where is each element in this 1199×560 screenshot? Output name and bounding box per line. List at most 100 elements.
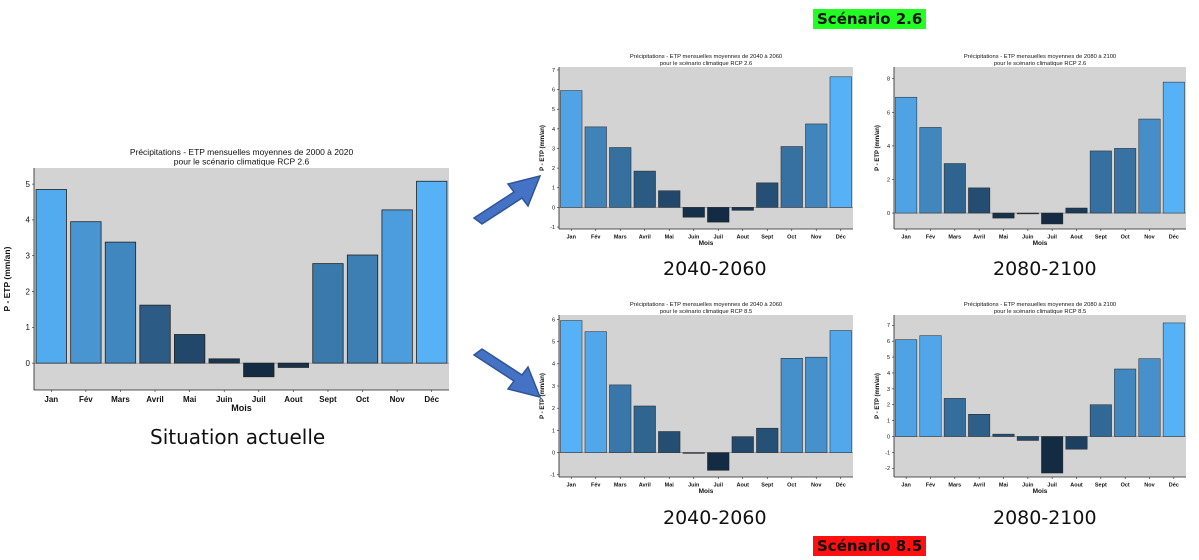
bar-Déc bbox=[416, 180, 448, 364]
bar-Mars bbox=[609, 384, 632, 453]
x-axis-title: Mois bbox=[1033, 488, 1048, 495]
caption-rcp26-2080: 2080-2100 bbox=[993, 258, 1097, 280]
x-tick-label: Jan bbox=[901, 235, 911, 241]
bar-Avril bbox=[633, 405, 656, 453]
bar-Oct bbox=[1114, 148, 1137, 214]
x-axis-title: Mois bbox=[1033, 240, 1048, 247]
y-tick-label: 5 bbox=[26, 180, 31, 189]
bar-Juil bbox=[707, 452, 730, 471]
bar-Mai bbox=[658, 190, 681, 208]
bar-Mars bbox=[609, 147, 632, 208]
chart-svg: Précipitations - ETP mensuelles moyennes… bbox=[875, 302, 1186, 495]
y-tick-label: 4 bbox=[26, 216, 31, 225]
x-tick-label: Juin bbox=[1022, 483, 1034, 489]
chart-rcp85-2040: Précipitations - ETP mensuelles moyennes… bbox=[537, 300, 857, 496]
bar-Aout bbox=[731, 207, 754, 211]
x-tick-label: Juin bbox=[688, 483, 700, 489]
x-tick-label: Sept bbox=[319, 395, 337, 404]
bar-Avril bbox=[139, 304, 171, 364]
x-tick-label: Aout bbox=[284, 395, 303, 404]
bar-Avril bbox=[968, 414, 991, 437]
bar-Aout bbox=[277, 362, 309, 368]
x-tick-label: Oct bbox=[787, 235, 796, 241]
bar-Déc bbox=[829, 76, 852, 208]
bar-Nov bbox=[805, 356, 828, 453]
x-tick-label: Juil bbox=[1047, 235, 1057, 241]
x-tick-label: Aout bbox=[1070, 235, 1083, 241]
chart-subtitle: pour le scénario climatique RCP 2.6 bbox=[660, 61, 752, 67]
x-tick-label: Mars bbox=[614, 235, 627, 241]
plot-panel bbox=[894, 315, 1186, 477]
y-tick-label: 7 bbox=[887, 323, 890, 329]
x-tick-label: Juil bbox=[1047, 483, 1057, 489]
y-axis-title: P - ETP (mm/an) bbox=[540, 373, 546, 419]
plot-panel bbox=[559, 67, 853, 229]
bar-Juil bbox=[243, 362, 275, 378]
y-axis-title: P - ETP (mm/an) bbox=[875, 125, 881, 171]
bar-Juin bbox=[1016, 212, 1039, 215]
y-tick-label: 5 bbox=[552, 107, 555, 113]
y-tick-label: 6 bbox=[552, 317, 555, 323]
x-tick-label: Oct bbox=[356, 395, 370, 404]
bar-Jan bbox=[560, 320, 583, 453]
caption-rcp85-2080: 2080-2100 bbox=[993, 507, 1097, 529]
y-tick-label: 5 bbox=[552, 340, 555, 346]
x-tick-label: Mai bbox=[183, 395, 196, 404]
bar-Avril bbox=[968, 187, 991, 214]
chart-current: Précipitations - ETP mensuelles moyennes… bbox=[0, 146, 455, 418]
bar-Oct bbox=[1114, 368, 1137, 437]
x-tick-label: Mai bbox=[665, 483, 675, 489]
x-tick-label: Juil bbox=[714, 483, 724, 489]
y-tick-label: 0 bbox=[552, 205, 555, 211]
bar-Déc bbox=[829, 330, 852, 453]
bar-Juil bbox=[1041, 436, 1064, 474]
x-tick-label: Avril bbox=[639, 235, 651, 241]
y-tick-label: 0 bbox=[887, 211, 890, 217]
y-axis-title: P - ETP (mm/an) bbox=[540, 125, 546, 171]
x-tick-label: Fév bbox=[591, 235, 601, 241]
bar-Jan bbox=[560, 90, 583, 208]
y-tick-label: 2 bbox=[552, 406, 555, 412]
bar-Mars bbox=[943, 398, 966, 437]
x-tick-label: Mars bbox=[111, 395, 130, 404]
x-tick-label: Avril bbox=[973, 483, 985, 489]
x-tick-label: Avril bbox=[146, 395, 164, 404]
bar-Juil bbox=[1041, 212, 1064, 225]
bar-Fév bbox=[584, 126, 607, 208]
y-tick-label: 5 bbox=[887, 355, 890, 361]
x-tick-label: Mars bbox=[948, 235, 961, 241]
chart-subtitle: pour le scénario climatique RCP 2.6 bbox=[174, 157, 310, 167]
x-tick-label: Oct bbox=[787, 483, 796, 489]
bar-Juin bbox=[208, 358, 240, 364]
bar-Oct bbox=[780, 146, 803, 208]
x-tick-label: Avril bbox=[973, 235, 985, 241]
x-tick-label: Mai bbox=[665, 235, 675, 241]
y-tick-label: 4 bbox=[552, 127, 555, 133]
bar-Sept bbox=[1089, 404, 1112, 437]
y-tick-label: 6 bbox=[887, 339, 890, 345]
x-tick-label: Sept bbox=[1095, 483, 1107, 489]
y-tick-label: 0 bbox=[26, 359, 31, 368]
x-tick-label: Fév bbox=[926, 483, 936, 489]
x-tick-label: Juil bbox=[252, 395, 266, 404]
chart-subtitle: pour le scénario climatique RCP 8.5 bbox=[994, 309, 1086, 315]
y-tick-label: 2 bbox=[552, 166, 555, 172]
chart-subtitle: pour le scénario climatique RCP 8.5 bbox=[660, 309, 752, 315]
x-tick-label: Oct bbox=[1121, 483, 1130, 489]
y-tick-label: 2 bbox=[26, 287, 31, 296]
x-tick-label: Nov bbox=[390, 395, 406, 404]
chart-svg: Précipitations - ETP mensuelles moyennes… bbox=[540, 302, 853, 495]
bar-Avril bbox=[633, 170, 656, 208]
bar-Oct bbox=[346, 254, 379, 364]
x-axis-title: Mois bbox=[231, 403, 252, 413]
scenario-label-rcp26: Scénario 2.6 bbox=[813, 9, 927, 29]
bar-Juin bbox=[1016, 436, 1039, 441]
scenario-label-rcp85: Scénario 8.5 bbox=[813, 536, 927, 556]
chart-title: Précipitations - ETP mensuelles moyennes… bbox=[964, 54, 1116, 60]
chart-rcp26-2080: Précipitations - ETP mensuelles moyennes… bbox=[872, 52, 1190, 248]
x-tick-label: Mai bbox=[999, 483, 1009, 489]
x-tick-label: Déc bbox=[836, 235, 846, 241]
bar-Jan bbox=[895, 339, 918, 437]
x-tick-label: Aout bbox=[736, 483, 749, 489]
y-axis-title: P - ETP (mm/an) bbox=[875, 373, 881, 419]
